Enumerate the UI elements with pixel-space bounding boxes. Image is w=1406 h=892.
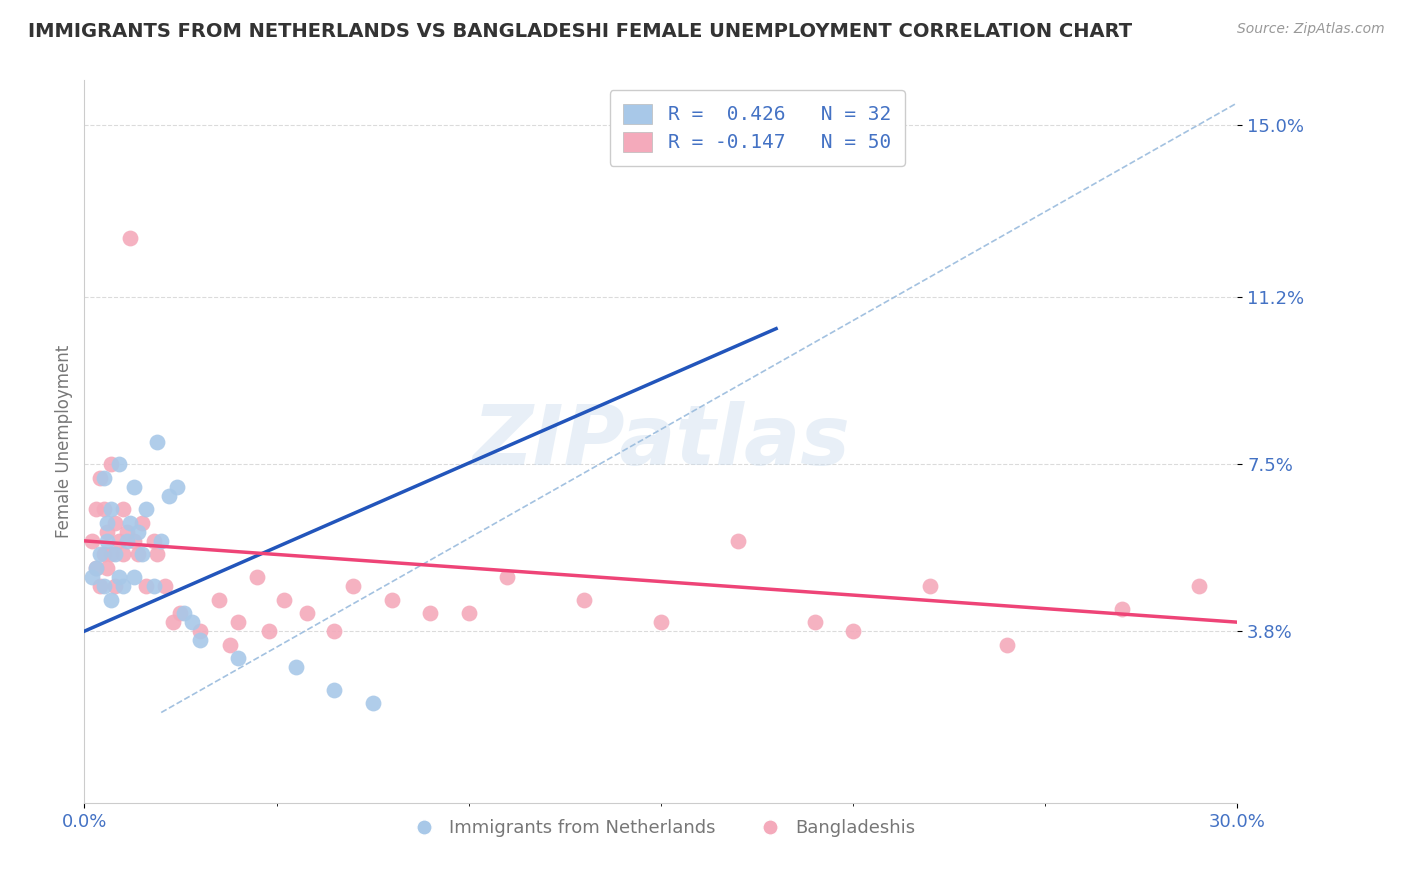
Point	[100, 457, 122, 471]
Y-axis label: Female Unemployment: Female Unemployment	[55, 345, 73, 538]
Point	[108, 457, 131, 471]
Point	[115, 524, 138, 539]
Point	[381, 592, 404, 607]
Point	[496, 570, 519, 584]
Point	[80, 533, 103, 548]
Point	[208, 592, 231, 607]
Point	[142, 533, 165, 548]
Point	[323, 682, 346, 697]
Point	[342, 579, 364, 593]
Point	[84, 502, 107, 516]
Point	[284, 660, 307, 674]
Point	[142, 579, 165, 593]
Point	[89, 548, 111, 562]
Point	[1188, 579, 1211, 593]
Point	[100, 548, 122, 562]
Point	[135, 579, 157, 593]
Point	[146, 434, 169, 449]
Legend: Immigrants from Netherlands, Bangladeshis: Immigrants from Netherlands, Bangladeshi…	[399, 812, 922, 845]
Point	[457, 606, 479, 620]
Point	[153, 579, 176, 593]
Point	[120, 231, 142, 245]
Point	[127, 548, 149, 562]
Point	[173, 606, 195, 620]
Point	[124, 533, 146, 548]
Point	[918, 579, 941, 593]
Point	[96, 533, 118, 548]
Point	[842, 624, 865, 639]
Point	[96, 516, 118, 530]
Point	[273, 592, 295, 607]
Text: ZIPatlas: ZIPatlas	[472, 401, 849, 482]
Text: Source: ZipAtlas.com: Source: ZipAtlas.com	[1237, 22, 1385, 37]
Point	[1111, 601, 1133, 615]
Point	[96, 524, 118, 539]
Point	[166, 480, 188, 494]
Point	[100, 502, 122, 516]
Point	[226, 651, 249, 665]
Point	[419, 606, 441, 620]
Point	[124, 570, 146, 584]
Point	[108, 533, 131, 548]
Point	[226, 615, 249, 630]
Point	[131, 548, 153, 562]
Point	[100, 592, 122, 607]
Point	[111, 579, 134, 593]
Point	[115, 533, 138, 548]
Point	[104, 579, 127, 593]
Point	[93, 502, 115, 516]
Point	[104, 516, 127, 530]
Point	[181, 615, 204, 630]
Point	[162, 615, 184, 630]
Point	[111, 548, 134, 562]
Point	[257, 624, 280, 639]
Point	[246, 570, 269, 584]
Point	[297, 606, 319, 620]
Point	[108, 570, 131, 584]
Point	[995, 638, 1018, 652]
Point	[188, 624, 211, 639]
Point	[572, 592, 595, 607]
Point	[803, 615, 825, 630]
Point	[146, 548, 169, 562]
Point	[120, 516, 142, 530]
Point	[104, 548, 127, 562]
Point	[169, 606, 191, 620]
Point	[89, 579, 111, 593]
Point	[124, 480, 146, 494]
Point	[188, 633, 211, 648]
Point	[84, 561, 107, 575]
Point	[127, 524, 149, 539]
Text: IMMIGRANTS FROM NETHERLANDS VS BANGLADESHI FEMALE UNEMPLOYMENT CORRELATION CHART: IMMIGRANTS FROM NETHERLANDS VS BANGLADES…	[28, 22, 1132, 41]
Point	[219, 638, 242, 652]
Point	[323, 624, 346, 639]
Point	[80, 570, 103, 584]
Point	[111, 502, 134, 516]
Point	[150, 533, 173, 548]
Point	[361, 697, 384, 711]
Point	[93, 579, 115, 593]
Point	[89, 471, 111, 485]
Point	[135, 502, 157, 516]
Point	[650, 615, 672, 630]
Point	[157, 489, 180, 503]
Point	[131, 516, 153, 530]
Point	[93, 471, 115, 485]
Point	[93, 548, 115, 562]
Point	[84, 561, 107, 575]
Point	[727, 533, 749, 548]
Point	[96, 561, 118, 575]
